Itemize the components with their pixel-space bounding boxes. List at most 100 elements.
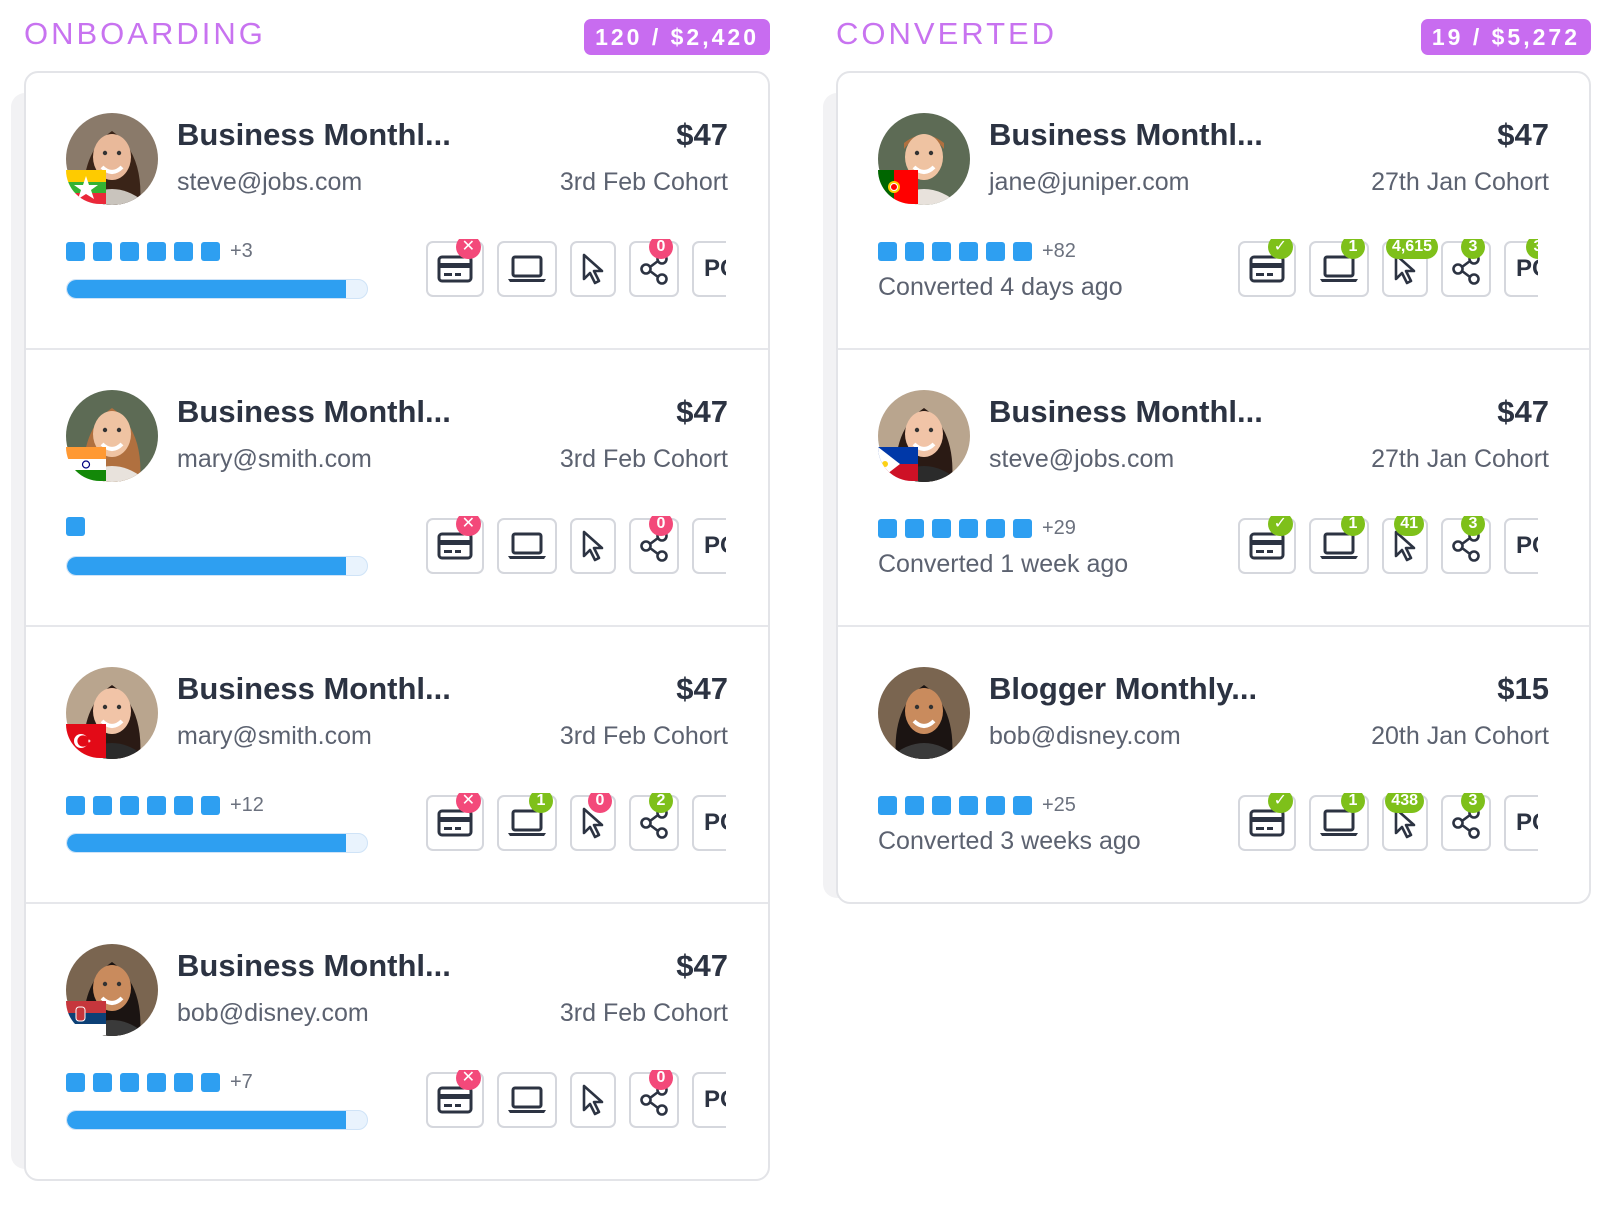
cohort-label: 3rd Feb Cohort — [559, 999, 728, 1027]
activity-dot — [1013, 519, 1032, 538]
activity-more-count: +29 — [1042, 517, 1076, 539]
converted-column: CONVERTED 19 / $5,272 Business Monthl...… — [823, 0, 1591, 904]
onboarding-progress-bar — [66, 1110, 368, 1130]
card-count-badge: ✕ — [455, 793, 481, 813]
activity-more-count: +7 — [230, 1071, 253, 1093]
engagement-actions: ✕ 0 PC — [426, 516, 726, 576]
card-count-badge: ✓ — [1267, 793, 1293, 813]
subscriber-card[interactable]: Business Monthl... steve@jobs.com $47 3r… — [26, 73, 768, 350]
credit-card-icon — [437, 255, 473, 283]
clicks-button[interactable] — [570, 518, 616, 574]
activity-dot — [986, 242, 1005, 261]
subscriber-card[interactable]: Business Monthl... steve@jobs.com $47 27… — [838, 350, 1589, 627]
cursor-pointer-icon — [1392, 806, 1418, 840]
subscriber-card[interactable]: Business Monthl... mary@smith.com $47 3r… — [26, 627, 768, 904]
engagement-actions: ✓ 1 438 3 PC — [1238, 793, 1538, 853]
device-count-badge: 1 — [1341, 793, 1365, 813]
device-button[interactable] — [497, 1072, 557, 1128]
activity-dot — [878, 242, 897, 261]
click-count-badge: 0 — [588, 793, 612, 813]
laptop-icon — [507, 531, 547, 561]
pc-label: PC — [704, 255, 726, 282]
converted-summary-badge: 19 / $5,272 — [1420, 19, 1591, 55]
plan-price: $47 — [676, 948, 728, 983]
country-flag-icon — [878, 447, 918, 481]
engagement-actions: ✕ 1 0 2 PC — [426, 793, 726, 853]
converted-status: Converted 3 weeks ago — [878, 827, 1141, 855]
plan-price: $47 — [1497, 117, 1549, 152]
activity-more-count: +3 — [230, 240, 253, 262]
activity-dot — [932, 796, 951, 815]
pc-button[interactable]: PC — [692, 1072, 726, 1128]
cohort-label: 27th Jan Cohort — [1371, 445, 1549, 473]
credit-card-icon — [437, 1086, 473, 1114]
subscriber-card[interactable]: Business Monthl... bob@disney.com $47 3r… — [26, 904, 768, 1179]
card-count-badge: ✕ — [455, 516, 481, 536]
clicks-button[interactable] — [570, 241, 616, 297]
onboarding-title: ONBOARDING — [24, 16, 266, 51]
device-button[interactable] — [497, 241, 557, 297]
device-count-badge: 1 — [1341, 239, 1365, 259]
activity-dots: +7 — [66, 1071, 253, 1094]
activity-more-count: +25 — [1042, 794, 1076, 816]
engagement-actions: ✕ 0 PC — [426, 239, 726, 299]
subscriber-card[interactable]: Business Monthl... jane@juniper.com $47 … — [838, 73, 1589, 350]
converted-status: Converted 1 week ago — [878, 550, 1129, 578]
credit-card-icon — [1249, 255, 1285, 283]
pc-label: PC — [1516, 809, 1538, 836]
activity-dot — [905, 796, 924, 815]
activity-dot — [66, 1073, 85, 1092]
subscriber-card[interactable]: Business Monthl... mary@smith.com $47 3r… — [26, 350, 768, 627]
share-count-badge: 2 — [649, 793, 673, 813]
progress-fill — [67, 557, 346, 575]
plan-name: Business Monthl... — [989, 117, 1263, 152]
payment-button[interactable] — [426, 795, 484, 851]
plan-price: $47 — [1497, 394, 1549, 429]
activity-dots: +3 — [66, 240, 253, 263]
activity-more-count: +12 — [230, 794, 264, 816]
activity-dot — [878, 796, 897, 815]
customer-email: mary@smith.com — [177, 445, 372, 473]
activity-dot — [66, 517, 85, 536]
plan-name: Business Monthl... — [177, 394, 451, 429]
activity-dot — [174, 796, 193, 815]
activity-dot — [1013, 796, 1032, 815]
activity-dot — [932, 519, 951, 538]
cohort-label: 3rd Feb Cohort — [559, 722, 728, 750]
cursor-pointer-icon — [580, 806, 606, 840]
cohort-label: 20th Jan Cohort — [1371, 722, 1549, 750]
laptop-icon — [507, 808, 547, 838]
onboarding-summary-badge: 120 / $2,420 — [584, 19, 770, 55]
customer-email: steve@jobs.com — [177, 168, 363, 196]
avatar — [878, 113, 970, 205]
laptop-icon — [1319, 808, 1359, 838]
activity-dot — [66, 242, 85, 261]
customer-email: bob@disney.com — [177, 999, 369, 1027]
plan-price: $15 — [1497, 671, 1549, 706]
credit-card-icon — [437, 532, 473, 560]
cursor-pointer-icon — [580, 529, 606, 563]
converted-card-list: Business Monthl... jane@juniper.com $47 … — [836, 71, 1591, 904]
clicks-button[interactable] — [570, 795, 616, 851]
subscriber-card[interactable]: Blogger Monthly... bob@disney.com $15 20… — [838, 627, 1589, 902]
cohort-label: 3rd Feb Cohort — [559, 168, 728, 196]
pc-button[interactable]: PC — [692, 518, 726, 574]
device-button[interactable] — [497, 518, 557, 574]
pc-button[interactable]: PC — [692, 795, 726, 851]
plan-name: Business Monthl... — [177, 117, 451, 152]
pc-button[interactable]: PC — [1504, 795, 1538, 851]
share-count-badge: 0 — [649, 1070, 673, 1090]
country-flag-icon — [66, 724, 106, 758]
click-count-badge: 438 — [1385, 793, 1424, 813]
pc-button[interactable]: PC — [692, 241, 726, 297]
pc-button[interactable]: PC — [1504, 518, 1538, 574]
activity-dot — [959, 519, 978, 538]
plan-price: $47 — [676, 671, 728, 706]
progress-fill — [67, 1111, 346, 1129]
clicks-button[interactable] — [570, 1072, 616, 1128]
card-count-badge: ✕ — [455, 1070, 481, 1090]
converted-header: CONVERTED 19 / $5,272 — [836, 0, 1591, 70]
activity-dot — [878, 519, 897, 538]
activity-dots: +29 — [878, 517, 1076, 540]
share-count-badge: 0 — [649, 516, 673, 536]
